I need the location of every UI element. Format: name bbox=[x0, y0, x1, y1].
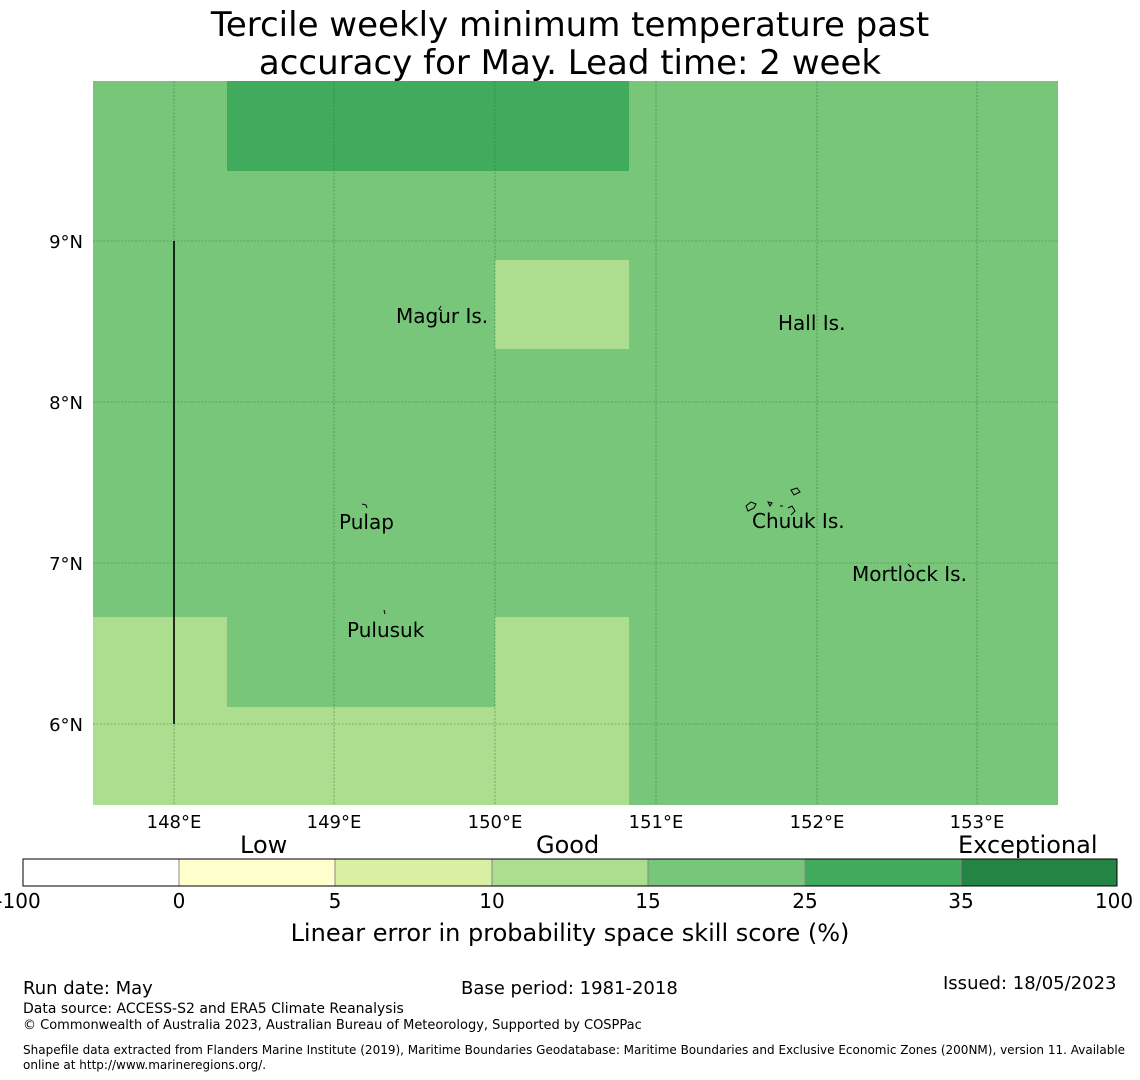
colorbar-segment-0 bbox=[23, 859, 179, 886]
colorbar-segment-5 bbox=[805, 859, 961, 886]
colorbar-segment-1 bbox=[179, 859, 335, 886]
skill-cell-sw1 bbox=[93, 617, 227, 805]
legend-category-good: Good bbox=[536, 831, 599, 859]
issued-date: Issued: 18/05/2023 bbox=[943, 973, 1117, 994]
lon-label-152: 152°E bbox=[790, 812, 845, 833]
lat-label-8: 8°N bbox=[49, 393, 83, 414]
legend-tick: 0 bbox=[173, 889, 186, 913]
place-label-pulap: Pulap bbox=[339, 510, 394, 534]
data-source: Data source: ACCESS-S2 and ERA5 Climate … bbox=[23, 1001, 404, 1017]
shapefile-credit-2: online at http://www.marineregions.org/. bbox=[23, 1057, 266, 1073]
skill-cell-sw3 bbox=[495, 617, 629, 805]
base-period: Base period: 1981-2018 bbox=[461, 978, 678, 999]
legend-tick: 5 bbox=[329, 889, 342, 913]
lon-label-150: 150°E bbox=[468, 812, 523, 833]
skill-grid bbox=[93, 81, 1058, 805]
lon-label-151: 151°E bbox=[629, 812, 684, 833]
colorbar-segment-6 bbox=[961, 859, 1117, 886]
skill-cell-sw2 bbox=[227, 707, 495, 805]
lon-label-153: 153°E bbox=[950, 812, 1005, 833]
skill-cell-central bbox=[495, 260, 629, 349]
legend-tick: 10 bbox=[479, 889, 504, 913]
lon-label-149: 149°E bbox=[307, 812, 362, 833]
colorbar-label: Linear error in probability space skill … bbox=[0, 919, 1140, 947]
legend-tick: 15 bbox=[635, 889, 660, 913]
legend-category-exceptional: Exceptional bbox=[958, 831, 1098, 859]
place-label-pulusuk: Pulusuk bbox=[347, 618, 425, 642]
legend-tick: 25 bbox=[792, 889, 817, 913]
colorbar-segment-3 bbox=[492, 859, 648, 886]
place-label-magur: Magur Is. bbox=[396, 304, 488, 328]
lat-label-7: 7°N bbox=[49, 554, 83, 575]
legend-tick: 100 bbox=[1095, 889, 1133, 913]
place-label-mortlock: Mortlock Is. bbox=[852, 562, 967, 586]
colorbar bbox=[23, 859, 1117, 886]
lat-label-9: 9°N bbox=[49, 232, 83, 253]
legend-tick: -100 bbox=[0, 889, 41, 913]
legend-tick: 35 bbox=[948, 889, 973, 913]
legend-category-low: Low bbox=[240, 831, 287, 859]
colorbar-segment-4 bbox=[648, 859, 805, 886]
lat-label-6: 6°N bbox=[49, 715, 83, 736]
shapefile-credit-1: Shapefile data extracted from Flanders M… bbox=[23, 1042, 1125, 1058]
skill-cell-north bbox=[227, 81, 629, 171]
run-date: Run date: May bbox=[23, 978, 153, 999]
place-label-hall: Hall Is. bbox=[778, 311, 845, 335]
place-label-chuuk: Chuuk Is. bbox=[752, 509, 845, 533]
skill-cell-se bbox=[629, 707, 1058, 805]
copyright: © Commonwealth of Australia 2023, Austra… bbox=[23, 1018, 642, 1033]
colorbar-segment-2 bbox=[335, 859, 492, 886]
lon-label-148: 148°E bbox=[147, 812, 202, 833]
